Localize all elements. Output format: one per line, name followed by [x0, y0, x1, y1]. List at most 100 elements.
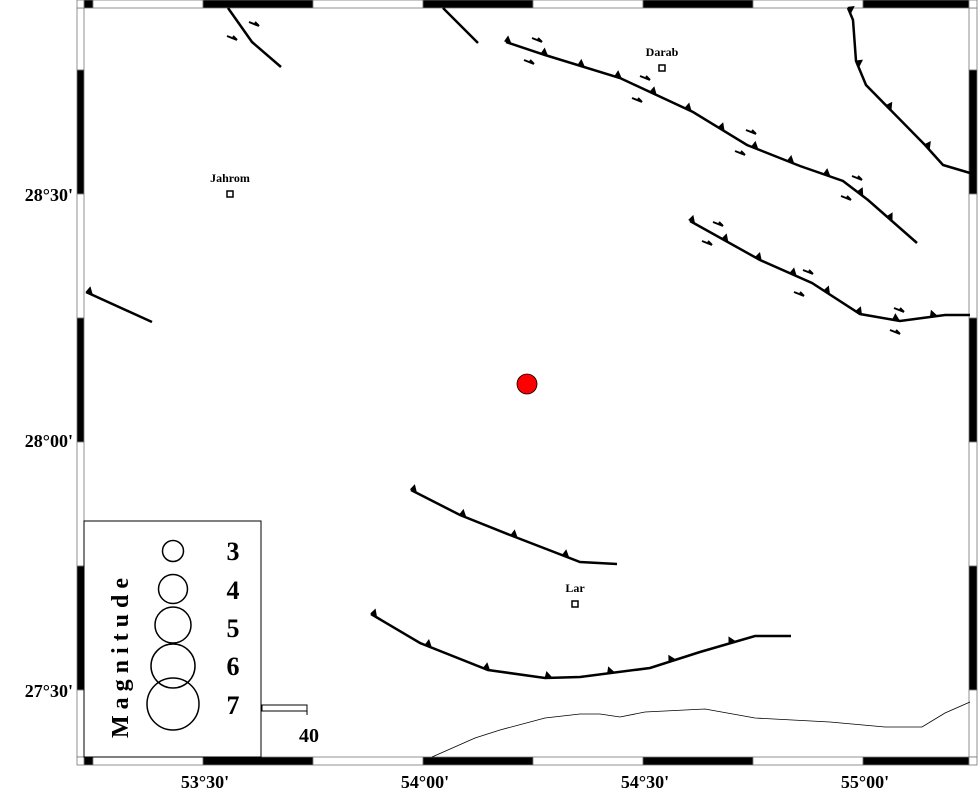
- legend-circle-7: [146, 677, 200, 731]
- strike-slip-arrow-icon: [226, 35, 238, 41]
- strike-slip-arrow-icon: [745, 129, 757, 135]
- frame-band-top: [642, 0, 754, 9]
- thrust-tooth-icon: [892, 313, 901, 322]
- thrust-tooth-icon: [754, 251, 762, 262]
- frame-band-bottom: [422, 756, 534, 766]
- lat-label: 27°30': [25, 681, 73, 701]
- thrust-tooth-icon: [856, 187, 864, 197]
- city-label: Lar: [565, 581, 585, 595]
- frame-band-bottom: [532, 756, 644, 766]
- strike-slip-arrow-icon: [793, 291, 805, 297]
- frame-band-right: [968, 69, 978, 195]
- strike-slip-arrow-icon: [701, 240, 713, 246]
- thrust-tooth-icon: [540, 47, 549, 57]
- legend-circle-4: [157, 573, 189, 605]
- frame-band-top: [83, 0, 94, 9]
- frame-band-bottom: [312, 756, 424, 766]
- thrust-tooth-icon: [409, 484, 418, 494]
- thrust-tooth-icon: [684, 102, 692, 112]
- thrust-tooth-icon: [885, 101, 893, 111]
- frame-corner: [76, 0, 85, 9]
- fault-line: [689, 219, 970, 323]
- strike-slip-arrow-icon: [893, 307, 905, 313]
- legend-value: 3: [227, 537, 240, 566]
- frame-band-bottom: [83, 756, 94, 766]
- thrust-tooth-icon: [721, 233, 729, 243]
- frame-band-bottom: [92, 756, 204, 766]
- frame-band-bottom: [862, 756, 970, 766]
- strike-slip-arrow-icon: [840, 195, 852, 201]
- strike-slip-arrow-icon: [802, 269, 814, 275]
- fault-line: [846, 7, 971, 175]
- thrust-tooth-icon: [886, 212, 893, 222]
- thrust-tooth-icon: [482, 662, 491, 671]
- strike-slip-arrow-icon: [889, 329, 901, 335]
- legend-value: 4: [227, 576, 240, 605]
- frame-band-right: [968, 193, 978, 319]
- strike-slip-arrow-icon: [639, 75, 651, 81]
- city-darab: Darab: [646, 45, 679, 72]
- thrust-tooth-icon: [789, 267, 797, 277]
- lon-label: 54°00': [401, 772, 449, 792]
- city-label: Darab: [646, 45, 679, 59]
- frame-corner: [76, 756, 85, 766]
- frame-band-bottom: [642, 756, 754, 766]
- thrust-tooth-icon: [847, 5, 855, 15]
- thrust-tooth-icon: [424, 639, 433, 648]
- lat-label: 28°30': [25, 185, 73, 205]
- frame-band-top: [92, 0, 204, 9]
- fault-line: [505, 40, 918, 244]
- thrust-tooth-icon: [688, 214, 696, 224]
- city-marker-icon: [571, 600, 579, 608]
- frame-corner: [968, 756, 978, 766]
- map-frame: [76, 0, 978, 766]
- thrust-tooth-icon: [751, 140, 759, 150]
- frame-band-left: [76, 689, 85, 758]
- frame-band-left: [76, 317, 85, 443]
- frame-band-top: [312, 0, 424, 9]
- lat-label: 28°00': [25, 431, 73, 451]
- thrust-tooth-icon: [855, 59, 864, 68]
- thrust-tooth-icon: [823, 168, 831, 177]
- thrust-tooth-icon: [786, 155, 795, 164]
- scale-bar-label: 40: [299, 725, 319, 747]
- thrust-tooth-icon: [561, 549, 570, 558]
- frame-band-right: [968, 7, 978, 71]
- strike-slip-arrow-icon: [734, 150, 746, 156]
- thrust-tooth-icon: [370, 608, 378, 618]
- frame-band-left: [76, 441, 85, 567]
- legend-circle-3: [161, 539, 185, 563]
- thrust-tooth-icon: [504, 35, 512, 44]
- legend-value: 7: [227, 691, 240, 720]
- thrust-tooth-icon: [668, 654, 677, 663]
- lon-label: 54°30': [621, 772, 669, 792]
- legend-value: 5: [227, 614, 240, 643]
- city-marker-icon: [226, 190, 234, 198]
- frame-band-left: [76, 69, 85, 195]
- faults: [85, 5, 971, 680]
- thrust-tooth-icon: [823, 285, 831, 295]
- frame-corner: [968, 0, 978, 9]
- legend-circle-6: [150, 643, 196, 689]
- frame-band-top: [422, 0, 534, 9]
- frame-band-top: [202, 0, 314, 9]
- frame-band-right: [968, 565, 978, 691]
- thrust-tooth-icon: [544, 670, 553, 679]
- frame-band-right: [968, 441, 978, 567]
- fault-line: [442, 7, 479, 44]
- frame-band-bottom: [752, 756, 864, 766]
- legend-title: Magnitude: [108, 572, 134, 738]
- frame-band-right: [968, 689, 978, 758]
- thrust-tooth-icon: [510, 529, 518, 539]
- fault-line: [370, 612, 791, 680]
- city-jahrom: Jahrom: [210, 171, 250, 198]
- frame-band-left: [76, 565, 85, 691]
- thrust-tooth-icon: [717, 122, 725, 132]
- thrust-tooth-icon: [924, 141, 931, 151]
- frame-band-bottom: [202, 756, 314, 766]
- strike-slip-arrow-icon: [248, 21, 260, 27]
- strike-slip-arrow-icon: [631, 97, 643, 103]
- frame-band-top: [532, 0, 644, 9]
- strike-slip-arrow-icon: [531, 37, 543, 43]
